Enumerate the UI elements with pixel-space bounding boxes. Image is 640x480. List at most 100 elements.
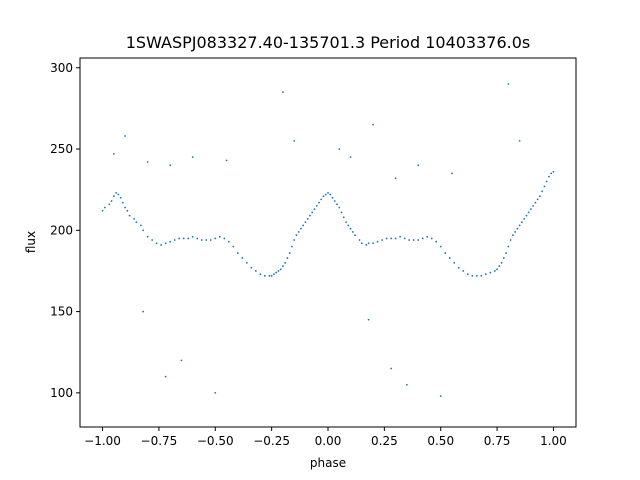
x-tick-label: 0.50 [427, 434, 454, 448]
data-point [196, 237, 199, 240]
data-point [182, 237, 185, 240]
data-point [493, 270, 496, 272]
data-point [484, 273, 487, 276]
data-point [169, 164, 172, 167]
data-point [358, 239, 361, 241]
data-point [232, 245, 235, 248]
data-point [300, 227, 302, 230]
data-point [164, 375, 167, 378]
data-point [448, 257, 451, 259]
data-point [390, 367, 393, 370]
data-point [372, 242, 374, 245]
data-point [297, 231, 300, 233]
data-point [279, 268, 282, 271]
data-point [227, 240, 230, 243]
data-point [117, 193, 120, 196]
data-point [514, 231, 517, 233]
data-point [426, 235, 429, 238]
data-point [525, 214, 528, 217]
data-point [435, 240, 438, 243]
data-point [302, 224, 305, 227]
data-point [311, 211, 314, 214]
data-point [471, 274, 474, 277]
data-point [126, 209, 129, 212]
data-point [390, 237, 393, 240]
data-point [293, 140, 296, 142]
data-point [245, 261, 248, 264]
data-point [505, 252, 508, 254]
data-point [367, 318, 370, 321]
data-point [502, 257, 505, 259]
data-point [327, 192, 329, 194]
data-point [536, 198, 539, 201]
data-point [146, 161, 149, 163]
data-point [439, 395, 442, 398]
data-point [180, 359, 183, 362]
data-point [543, 185, 546, 188]
data-point [112, 195, 115, 198]
data-point [462, 270, 465, 272]
data-point [209, 239, 212, 241]
data-point [354, 234, 356, 237]
data-point [333, 200, 336, 202]
data-point [518, 140, 521, 142]
data-point [277, 270, 280, 272]
data-point [108, 203, 111, 206]
data-point [187, 237, 190, 240]
data-point [254, 270, 257, 272]
data-point [394, 177, 397, 180]
data-point [284, 261, 287, 264]
data-point [288, 252, 291, 254]
data-point [275, 271, 278, 274]
data-point [112, 153, 115, 155]
data-point [489, 271, 492, 274]
data-point [124, 135, 126, 137]
data-point [124, 206, 126, 209]
data-point [133, 218, 136, 220]
data-point [541, 190, 544, 193]
data-point [408, 239, 411, 241]
data-point [530, 208, 532, 211]
data-point [320, 198, 323, 201]
y-tick-label: 250 [50, 142, 73, 156]
data-point [282, 91, 284, 94]
data-point [336, 203, 338, 206]
x-tick-label: 0.25 [371, 434, 398, 448]
data-point [399, 235, 402, 238]
data-point [507, 245, 510, 248]
data-point [313, 208, 316, 211]
x-tick-label: −0.75 [141, 434, 178, 448]
data-point [218, 235, 221, 238]
data-point [338, 206, 341, 209]
data-point [345, 221, 347, 224]
data-point [511, 234, 514, 237]
data-point [394, 237, 397, 240]
data-point [417, 239, 420, 241]
data-point [329, 193, 332, 196]
data-point [295, 234, 298, 237]
data-point [151, 239, 154, 241]
data-point [160, 244, 163, 246]
data-point [324, 193, 327, 196]
y-tick-label: 200 [50, 223, 73, 237]
data-point [268, 274, 271, 277]
data-points [101, 83, 555, 398]
data-point [539, 195, 541, 198]
data-point [466, 273, 469, 276]
data-point [318, 201, 320, 204]
data-point [223, 237, 226, 240]
data-point [349, 156, 352, 159]
y-axis-label: flux [24, 231, 38, 253]
data-point [385, 237, 388, 240]
data-point [480, 274, 483, 277]
data-point [306, 218, 309, 220]
data-point [191, 235, 194, 238]
data-point [550, 172, 553, 175]
data-point [403, 237, 406, 240]
data-point [101, 209, 104, 212]
data-point [146, 235, 149, 238]
y-tick-label: 150 [50, 305, 73, 319]
data-point [304, 221, 307, 224]
